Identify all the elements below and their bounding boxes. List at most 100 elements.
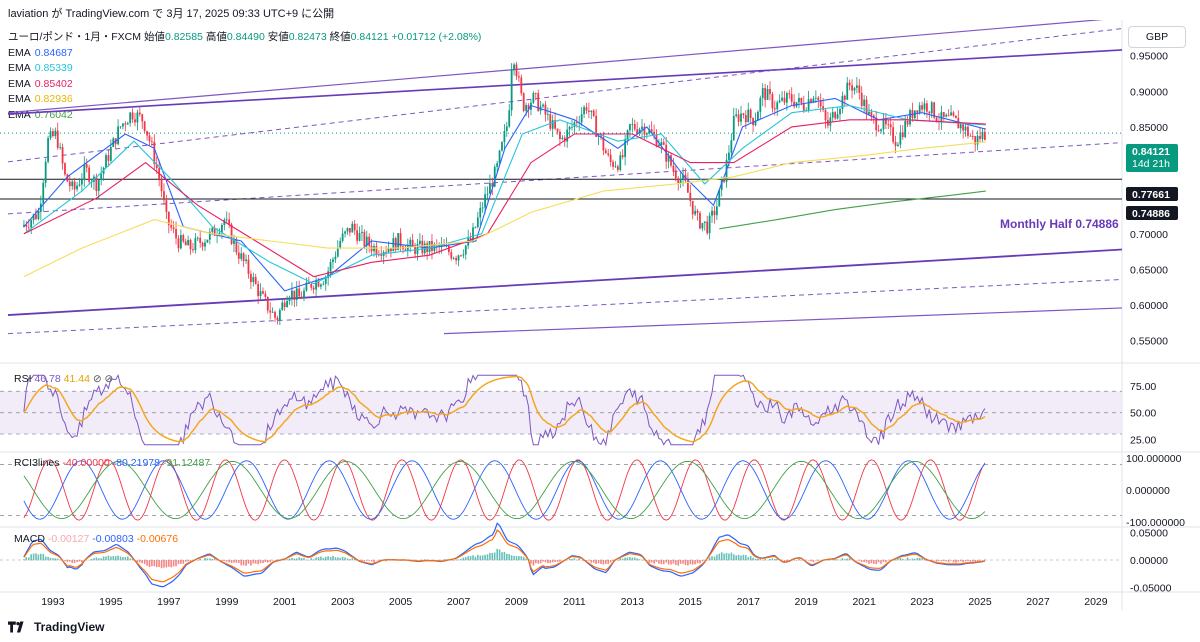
macd-histogram-bar xyxy=(327,556,329,561)
currency-button[interactable]: GBP xyxy=(1128,26,1186,48)
rci-pane xyxy=(0,459,1122,521)
macd-histogram-bar xyxy=(740,555,742,561)
candle-body xyxy=(322,283,325,285)
monthly-half-annotation[interactable]: Monthly Half 0.74886 xyxy=(1000,217,1119,231)
macd-histogram-bar xyxy=(353,558,356,561)
macd-histogram-bar xyxy=(98,558,100,561)
indicator-tick-label: 25.00 xyxy=(1130,434,1156,446)
candle-body xyxy=(35,214,37,219)
candle-body xyxy=(474,226,477,228)
candle-body xyxy=(225,219,228,221)
macd-histogram-bar xyxy=(670,560,672,565)
candle-body xyxy=(592,110,595,116)
footer[interactable]: TradingView xyxy=(8,620,104,634)
channel-line[interactable] xyxy=(7,142,1123,215)
macd-histogram-bar xyxy=(341,556,344,561)
open-value: 0.82585 xyxy=(164,31,203,43)
ema-line[interactable] xyxy=(23,97,986,292)
ema-row-2[interactable]: EMA 0.85339 xyxy=(8,61,481,77)
macd-histogram-bar xyxy=(467,556,469,561)
ema-line[interactable] xyxy=(23,119,986,278)
rci-short-line[interactable] xyxy=(23,459,986,521)
macd-signal-line[interactable] xyxy=(23,529,985,583)
candle-body xyxy=(819,99,822,107)
time-tick-label: 2015 xyxy=(679,596,703,608)
ema-row-1[interactable]: EMA 0.84687 xyxy=(8,46,481,62)
candle-body xyxy=(259,291,262,296)
candle-body xyxy=(501,142,503,151)
rsi-line[interactable] xyxy=(23,373,986,447)
macd-histogram-bar xyxy=(699,560,701,564)
macd-histogram-bar xyxy=(201,559,204,561)
candle-body xyxy=(554,120,557,129)
channel-line[interactable] xyxy=(7,20,1122,114)
time-axis[interactable]: 1993 1995 1997 1999 2001 2003 2005 2007 2009 2011… xyxy=(41,596,1108,608)
macd-histogram-bar xyxy=(240,560,242,566)
candle-body xyxy=(324,277,327,284)
ema-row-4[interactable]: EMA 0.82936 xyxy=(8,92,481,108)
macd-histogram-bar xyxy=(143,560,146,565)
channel-line[interactable] xyxy=(7,248,1123,316)
macd-histogram-bar xyxy=(148,560,151,568)
ema-line[interactable] xyxy=(23,104,986,285)
candle-body xyxy=(32,214,35,221)
macd-histogram-bar xyxy=(554,560,556,562)
candle-body xyxy=(858,85,861,93)
channel-line[interactable] xyxy=(444,307,1123,335)
macd-histogram-bar xyxy=(506,553,508,561)
macd-histogram-bar xyxy=(679,560,682,564)
channel-line[interactable] xyxy=(7,28,1123,163)
candle-body xyxy=(513,64,515,71)
candle-body xyxy=(703,221,706,223)
symbol-name[interactable]: ユーロ/ポンド・1月・FXCM xyxy=(8,31,142,43)
macd-histogram-bar xyxy=(708,557,711,561)
candle-body xyxy=(201,242,204,247)
rsi-ma-line[interactable] xyxy=(23,375,986,443)
ema-line[interactable] xyxy=(23,141,986,278)
macd-histogram-bar xyxy=(733,554,735,561)
hide-icon[interactable]: ⊘ ⊘ xyxy=(92,373,114,385)
macd-histogram-bar xyxy=(518,556,520,561)
candle-body xyxy=(682,174,684,179)
candle-body xyxy=(537,93,540,111)
close-label: 終値 xyxy=(329,31,351,43)
chart-canvas[interactable]: 0.950000.900000.850000.800000.700000.650… xyxy=(0,20,1200,620)
rsi-legend[interactable]: RSI 46.78 41.44 ⊘ ⊘ xyxy=(14,373,113,385)
rci-long-line[interactable] xyxy=(23,460,986,520)
candle-body xyxy=(764,88,767,100)
channel-line[interactable] xyxy=(7,278,1123,335)
candle-body xyxy=(484,194,486,208)
channel-line[interactable] xyxy=(7,49,1123,115)
candle-body xyxy=(211,227,214,232)
chart-legend: ユーロ/ポンド・1月・FXCM 始値0.82585 高値0.84490 安値0.… xyxy=(8,30,481,123)
rci-legend[interactable]: RCI3lines -40.00000 -80.21978 -91.12487 xyxy=(14,457,210,469)
candle-body xyxy=(822,106,824,110)
candle-body xyxy=(699,212,701,229)
candle-body xyxy=(170,224,173,228)
macd-histogram-bar xyxy=(950,560,952,561)
rci-mid-line[interactable] xyxy=(23,460,986,520)
macd-histogram-bar xyxy=(479,555,482,561)
candle-body xyxy=(64,163,66,175)
candle-body xyxy=(686,180,689,193)
candle-body xyxy=(971,136,974,137)
macd-histogram-bar xyxy=(728,553,730,561)
candle-body xyxy=(694,210,697,215)
macd-histogram-bar xyxy=(955,560,957,563)
macd-histogram-bar xyxy=(385,560,387,562)
candle-body xyxy=(189,239,192,250)
macd-histogram-bar xyxy=(817,560,820,561)
time-tick-label: 2027 xyxy=(1026,596,1050,608)
price-axis[interactable]: 0.950000.900000.850000.800000.700000.650… xyxy=(1126,51,1185,595)
candle-body xyxy=(945,114,948,117)
candle-body xyxy=(126,123,129,125)
ema-label: EMA xyxy=(8,93,31,105)
macd-histogram-bar xyxy=(177,560,180,565)
ema-row-3[interactable]: EMA 0.85402 xyxy=(8,77,481,93)
macd-histogram-bar xyxy=(81,560,83,563)
candle-body xyxy=(167,211,170,225)
macd-legend[interactable]: MACD -0.00127 -0.00803 -0.00676 xyxy=(14,533,178,545)
candle-body xyxy=(679,178,682,184)
candle-body xyxy=(187,239,190,246)
ema-line[interactable] xyxy=(719,190,986,230)
